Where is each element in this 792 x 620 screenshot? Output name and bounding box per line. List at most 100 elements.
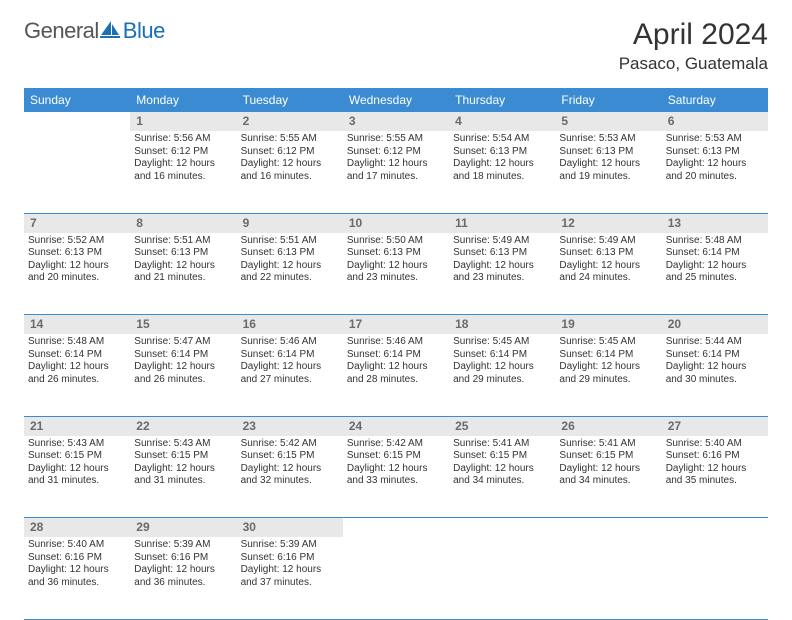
sunset-text: Sunset: 6:13 PM [453, 247, 551, 260]
daylight-text: Daylight: 12 hours [241, 260, 339, 273]
sunrise-text: Sunrise: 5:39 AM [134, 539, 232, 552]
day-number-row: 14151617181920 [24, 315, 768, 335]
sunrise-text: Sunrise: 5:49 AM [453, 235, 551, 248]
day-number-cell: 14 [24, 315, 130, 335]
sunrise-text: Sunrise: 5:43 AM [28, 438, 126, 451]
day-cell [449, 537, 555, 619]
sunset-text: Sunset: 6:12 PM [241, 146, 339, 159]
sunrise-text: Sunrise: 5:54 AM [453, 133, 551, 146]
sunset-text: Sunset: 6:13 PM [666, 146, 764, 159]
daylight-text: Daylight: 12 hours [559, 361, 657, 374]
day-number-cell: 2 [237, 112, 343, 131]
daylight-text: and 18 minutes. [453, 171, 551, 184]
sunrise-text: Sunrise: 5:53 AM [666, 133, 764, 146]
day-cell [24, 131, 130, 213]
day-number-cell: 4 [449, 112, 555, 131]
sunset-text: Sunset: 6:15 PM [453, 450, 551, 463]
daylight-text: Daylight: 12 hours [453, 260, 551, 273]
sunset-text: Sunset: 6:15 PM [241, 450, 339, 463]
day-cell: Sunrise: 5:39 AMSunset: 6:16 PMDaylight:… [237, 537, 343, 619]
daylight-text: Daylight: 12 hours [666, 158, 764, 171]
sunrise-text: Sunrise: 5:45 AM [453, 336, 551, 349]
sunrise-text: Sunrise: 5:49 AM [559, 235, 657, 248]
day-cell: Sunrise: 5:53 AMSunset: 6:13 PMDaylight:… [555, 131, 661, 213]
day-cell: Sunrise: 5:55 AMSunset: 6:12 PMDaylight:… [237, 131, 343, 213]
daylight-text: Daylight: 12 hours [453, 361, 551, 374]
sunrise-text: Sunrise: 5:40 AM [666, 438, 764, 451]
sunset-text: Sunset: 6:14 PM [347, 349, 445, 362]
day-cell: Sunrise: 5:56 AMSunset: 6:12 PMDaylight:… [130, 131, 236, 213]
day-header: Thursday [449, 88, 555, 112]
day-number-cell: 16 [237, 315, 343, 335]
sunset-text: Sunset: 6:16 PM [134, 552, 232, 565]
daylight-text: and 29 minutes. [559, 374, 657, 387]
sunrise-text: Sunrise: 5:48 AM [28, 336, 126, 349]
day-cell: Sunrise: 5:43 AMSunset: 6:15 PMDaylight:… [130, 436, 236, 518]
sunset-text: Sunset: 6:13 PM [453, 146, 551, 159]
daylight-text: and 22 minutes. [241, 272, 339, 285]
sunrise-text: Sunrise: 5:43 AM [134, 438, 232, 451]
daylight-text: and 26 minutes. [28, 374, 126, 387]
daylight-text: and 23 minutes. [347, 272, 445, 285]
day-cell: Sunrise: 5:48 AMSunset: 6:14 PMDaylight:… [24, 334, 130, 416]
sunrise-text: Sunrise: 5:52 AM [28, 235, 126, 248]
sunrise-text: Sunrise: 5:48 AM [666, 235, 764, 248]
sunset-text: Sunset: 6:16 PM [28, 552, 126, 565]
day-number-row: 282930 [24, 518, 768, 538]
day-cell: Sunrise: 5:47 AMSunset: 6:14 PMDaylight:… [130, 334, 236, 416]
sunset-text: Sunset: 6:13 PM [241, 247, 339, 260]
day-number-cell: 11 [449, 213, 555, 233]
sunset-text: Sunset: 6:15 PM [28, 450, 126, 463]
sunset-text: Sunset: 6:15 PM [134, 450, 232, 463]
sunrise-text: Sunrise: 5:50 AM [347, 235, 445, 248]
daylight-text: Daylight: 12 hours [559, 260, 657, 273]
week-row: Sunrise: 5:40 AMSunset: 6:16 PMDaylight:… [24, 537, 768, 619]
daylight-text: and 34 minutes. [453, 475, 551, 488]
sunrise-text: Sunrise: 5:44 AM [666, 336, 764, 349]
day-number-cell: 26 [555, 416, 661, 436]
sunset-text: Sunset: 6:13 PM [559, 247, 657, 260]
day-cell: Sunrise: 5:55 AMSunset: 6:12 PMDaylight:… [343, 131, 449, 213]
day-number-cell: 20 [662, 315, 768, 335]
day-number-cell: 18 [449, 315, 555, 335]
sunrise-text: Sunrise: 5:47 AM [134, 336, 232, 349]
day-number-cell [662, 518, 768, 538]
daylight-text: and 31 minutes. [28, 475, 126, 488]
day-number-cell: 27 [662, 416, 768, 436]
day-cell: Sunrise: 5:40 AMSunset: 6:16 PMDaylight:… [662, 436, 768, 518]
day-number-cell [449, 518, 555, 538]
daylight-text: Daylight: 12 hours [453, 158, 551, 171]
sunset-text: Sunset: 6:13 PM [559, 146, 657, 159]
sunset-text: Sunset: 6:13 PM [134, 247, 232, 260]
sunrise-text: Sunrise: 5:53 AM [559, 133, 657, 146]
daylight-text: and 28 minutes. [347, 374, 445, 387]
logo: General Blue [24, 18, 165, 44]
daylight-text: Daylight: 12 hours [666, 361, 764, 374]
day-header: Sunday [24, 88, 130, 112]
sunset-text: Sunset: 6:12 PM [134, 146, 232, 159]
day-header: Wednesday [343, 88, 449, 112]
sunset-text: Sunset: 6:16 PM [241, 552, 339, 565]
day-cell: Sunrise: 5:40 AMSunset: 6:16 PMDaylight:… [24, 537, 130, 619]
week-row: Sunrise: 5:52 AMSunset: 6:13 PMDaylight:… [24, 233, 768, 315]
sunrise-text: Sunrise: 5:41 AM [559, 438, 657, 451]
day-cell: Sunrise: 5:44 AMSunset: 6:14 PMDaylight:… [662, 334, 768, 416]
day-number-cell [24, 112, 130, 131]
sunset-text: Sunset: 6:14 PM [453, 349, 551, 362]
daylight-text: and 24 minutes. [559, 272, 657, 285]
daylight-text: Daylight: 12 hours [241, 564, 339, 577]
daylight-text: Daylight: 12 hours [28, 361, 126, 374]
day-number-cell: 25 [449, 416, 555, 436]
sunrise-text: Sunrise: 5:56 AM [134, 133, 232, 146]
day-number-cell: 17 [343, 315, 449, 335]
day-number-cell: 30 [237, 518, 343, 538]
daylight-text: Daylight: 12 hours [134, 463, 232, 476]
day-cell: Sunrise: 5:53 AMSunset: 6:13 PMDaylight:… [662, 131, 768, 213]
location-label: Pasaco, Guatemala [619, 54, 768, 74]
sunset-text: Sunset: 6:13 PM [347, 247, 445, 260]
day-number-cell: 23 [237, 416, 343, 436]
logo-text-blue: Blue [123, 18, 165, 44]
daylight-text: Daylight: 12 hours [347, 463, 445, 476]
daylight-text: Daylight: 12 hours [28, 564, 126, 577]
daylight-text: and 16 minutes. [241, 171, 339, 184]
